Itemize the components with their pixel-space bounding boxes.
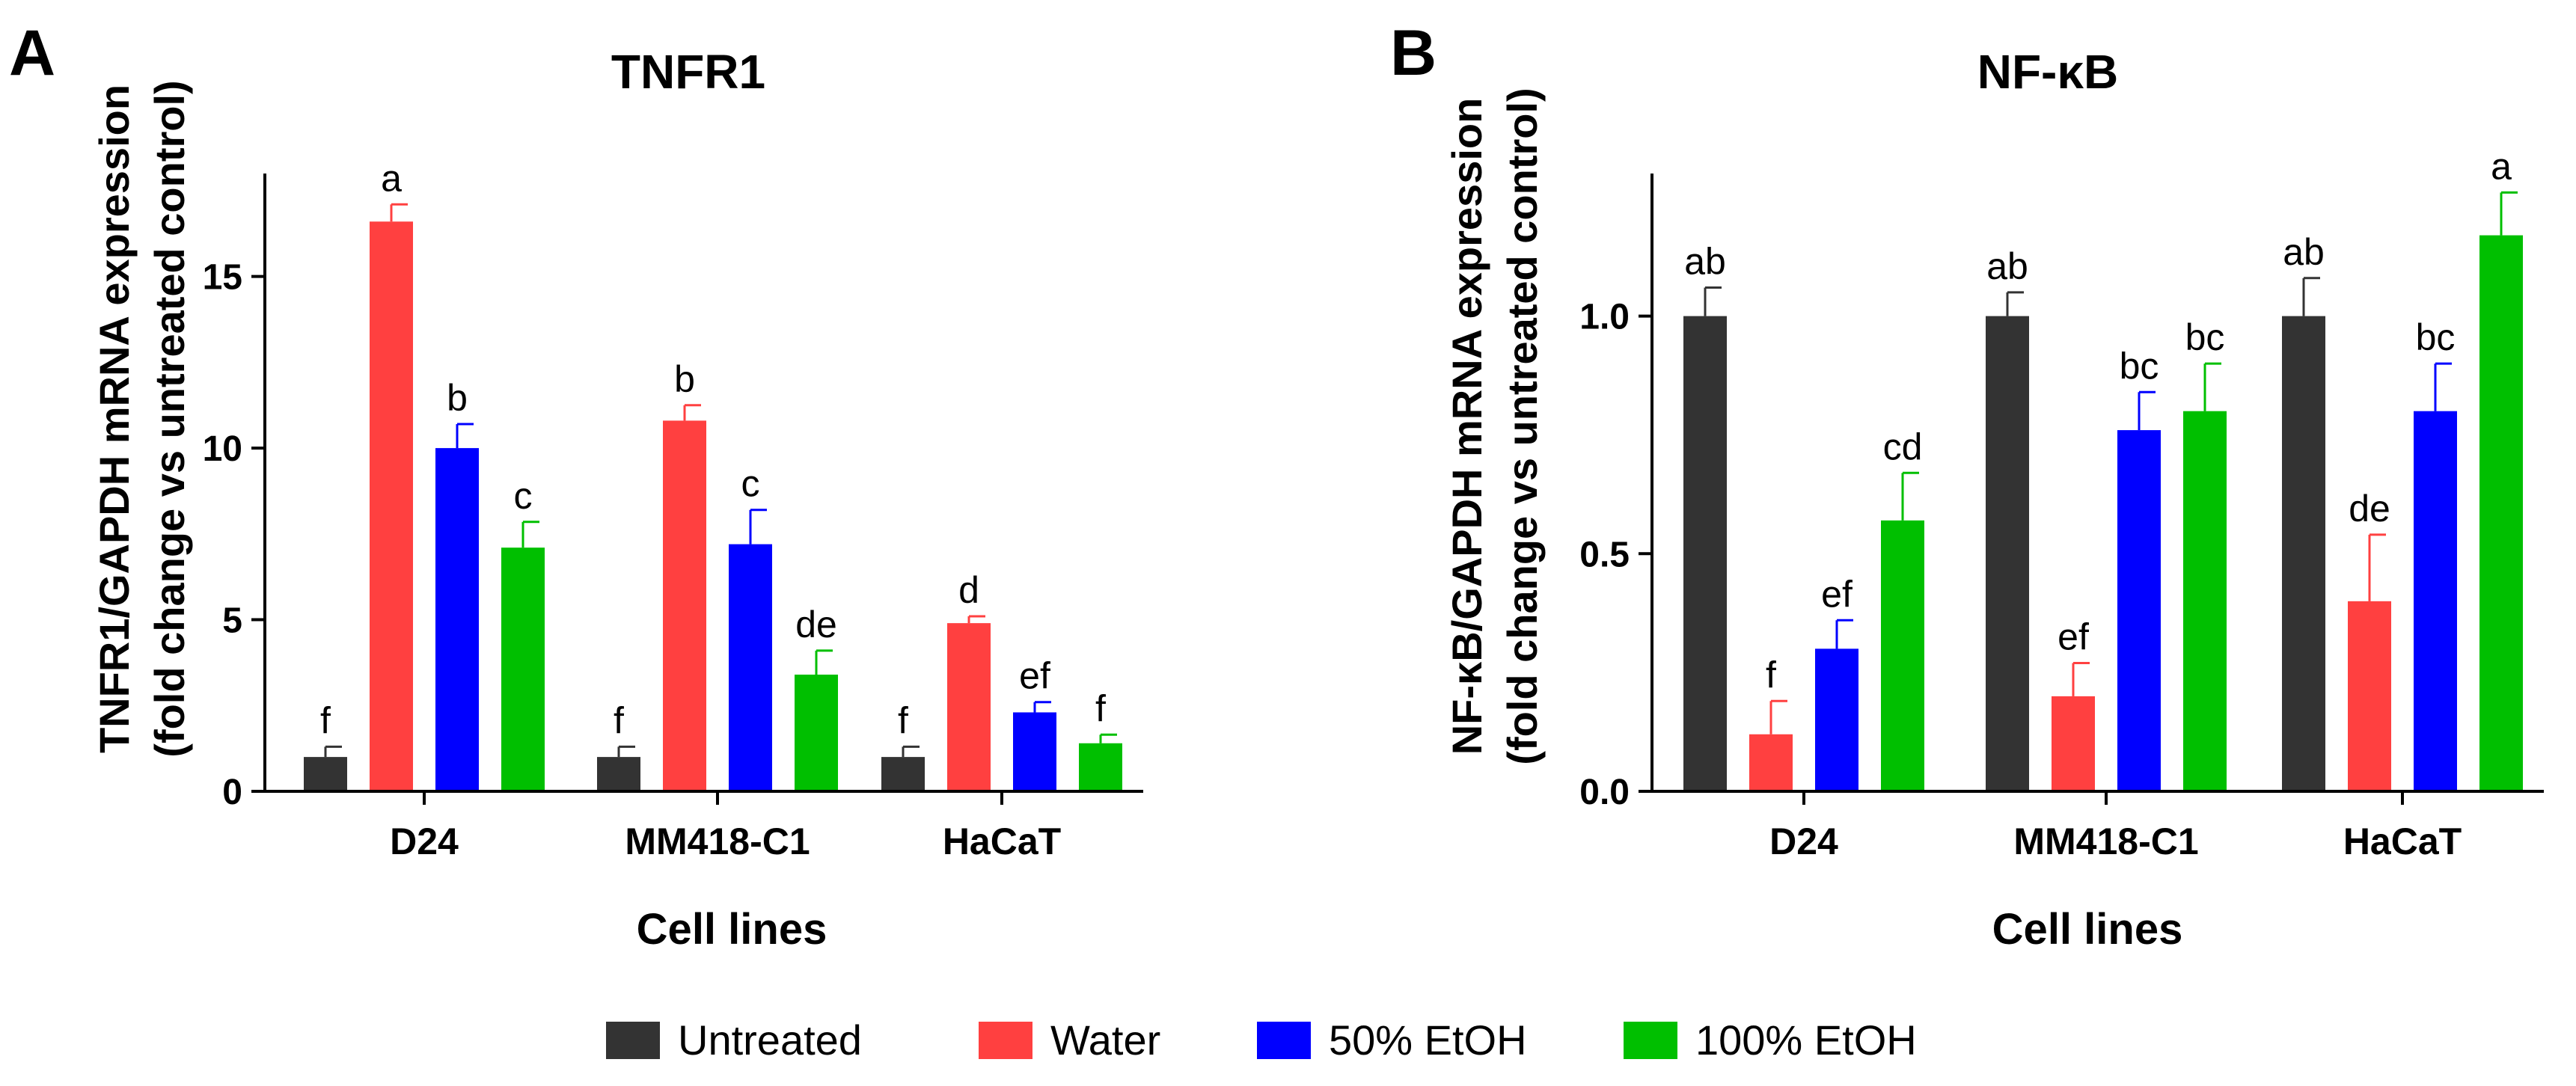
- panel-a-bar: [1079, 743, 1122, 791]
- panel-a-categories: D24 MM418-C1 HaCaT: [390, 791, 1061, 862]
- panel-a-significance-letter: c: [514, 475, 533, 517]
- panel-a-title: TNFR1: [611, 45, 765, 99]
- panel-a-bar: [729, 544, 772, 791]
- panel-b-bar: [1881, 520, 1924, 791]
- panel-b-categories: D24 MM418-C1 HaCaT: [1769, 791, 2462, 862]
- panel-a-bar: [597, 757, 640, 791]
- panel-a-significance-letter: b: [447, 377, 468, 419]
- panel-b-bar: [2183, 411, 2227, 791]
- legend-label: 50% EtOH: [1329, 1016, 1527, 1064]
- panel-b-significance-letter: ef: [2058, 616, 2089, 657]
- panel-b-significance-letter: f: [1766, 654, 1776, 696]
- panel-b-bar: [2282, 316, 2325, 792]
- panel-b-significance-letter: cd: [1883, 426, 1923, 467]
- panel-a-significance-letter: f: [614, 699, 624, 741]
- panel-a-axes: [263, 174, 1143, 793]
- panel-a-bar: [501, 547, 545, 791]
- panel-b-axes: [1650, 174, 2544, 793]
- panel-b-bar: [2348, 601, 2391, 791]
- panel-a-letter: A: [9, 17, 55, 89]
- panel-b-significance-letter: ab: [1986, 245, 2028, 287]
- panel-b-bar: [1683, 316, 1727, 792]
- legend-swatch: [1624, 1022, 1677, 1059]
- panel-a-ylabel-line1: TNFR1/GAPDH mRNA expression: [91, 85, 138, 753]
- panel-a-significance-letter: de: [795, 604, 837, 645]
- panel-b-significance-letter: de: [2349, 488, 2390, 530]
- legend: Untreated Water 50% EtOH 100% EtOH: [606, 1016, 1917, 1064]
- panel-a-significance-letter: d: [958, 569, 979, 611]
- panel-a-category-label: MM418-C1: [625, 820, 810, 862]
- panel-a-bar: [370, 221, 413, 791]
- panel-b-bar: [2117, 430, 2161, 791]
- panel-b-category-label: D24: [1769, 820, 1838, 862]
- panel-a-xlabel: Cell lines: [637, 905, 827, 954]
- panel-b-bar: [2479, 235, 2523, 792]
- panel-a-category-label: D24: [390, 820, 459, 862]
- panel-a-bar: [881, 757, 925, 791]
- panel-a-significance-letter: ef: [1019, 655, 1050, 697]
- panel-b-ytick-label: 0.5: [1579, 535, 1630, 574]
- panel-b-xlabel: Cell lines: [1992, 905, 2183, 954]
- panel-a-bar: [947, 623, 991, 791]
- legend-swatch: [979, 1022, 1032, 1059]
- panel-a-bar: [304, 757, 347, 791]
- panel-a-significance-letter: f: [898, 699, 908, 741]
- legend-label: 100% EtOH: [1695, 1016, 1917, 1064]
- panel-a-ytick-label: 0: [222, 773, 242, 812]
- panel-a-bar: [435, 448, 479, 791]
- panel-b-y-ticks: 0.0 0.5 1.0: [1579, 298, 1652, 812]
- panel-b-significance-letter: bc: [2416, 316, 2456, 358]
- panel-b-category-label: HaCaT: [2343, 820, 2462, 862]
- panel-a-significance-letter: a: [381, 157, 402, 199]
- panel-a-category-label: HaCaT: [943, 820, 1061, 862]
- panel-b-significance-letter: bc: [2120, 345, 2159, 387]
- panel-b-ylabel-line1: NF-κB/GAPDH mRNA expression: [1443, 98, 1490, 755]
- panel-a-ytick-label: 15: [203, 258, 242, 298]
- panel-b-bar: [1815, 648, 1858, 791]
- panel-b-bar: [1986, 316, 2029, 792]
- panel-b-significance-letter: ab: [1684, 240, 1726, 282]
- panel-a-chart: A TNFR1 TNFR1/GAPDH mRNA expression (fol…: [9, 17, 1143, 954]
- panel-b-significance-letter: a: [2491, 145, 2512, 187]
- panel-b-ytick-label: 1.0: [1579, 298, 1630, 337]
- panel-b-significance-letter: ab: [2283, 231, 2325, 273]
- panel-b-ylabel-line2: (fold change vs untreated control): [1499, 88, 1546, 764]
- panel-a-bar: [1013, 712, 1056, 791]
- panel-b-significance-letter: ef: [1821, 573, 1853, 615]
- panel-a-ylabel-line2: (fold change vs untreated control): [146, 80, 193, 757]
- panel-a-significance-letter: b: [674, 358, 695, 400]
- legend-swatch: [1257, 1022, 1311, 1059]
- legend-label: Untreated: [678, 1016, 862, 1064]
- panel-a-significance-letter: c: [741, 463, 760, 505]
- panel-a-ytick-label: 10: [203, 429, 242, 469]
- legend-swatch: [606, 1022, 660, 1059]
- panel-b-significance-letter: bc: [2185, 316, 2225, 358]
- legend-label: Water: [1050, 1016, 1160, 1064]
- panel-a-ytick-label: 5: [222, 601, 242, 641]
- panel-a-y-ticks: 0 5 10 15: [203, 258, 265, 812]
- panel-b-bar: [2052, 696, 2095, 791]
- panel-a-significance-letter: f: [320, 699, 331, 741]
- panel-b-letter: B: [1390, 17, 1437, 89]
- panel-b-ytick-label: 0.0: [1579, 773, 1630, 812]
- panel-a-significance-letter: f: [1095, 687, 1106, 729]
- panel-b-bar: [1749, 734, 1793, 791]
- panel-a-bar: [663, 420, 706, 791]
- panel-b-chart: B NF-κB NF-κB/GAPDH mRNA expression (fol…: [1390, 17, 2544, 954]
- panel-b-category-label: MM418-C1: [2013, 820, 2198, 862]
- panel-b-title: NF-κB: [1977, 45, 2119, 99]
- panel-a-bar: [795, 674, 838, 791]
- panel-b-bar: [2414, 411, 2457, 791]
